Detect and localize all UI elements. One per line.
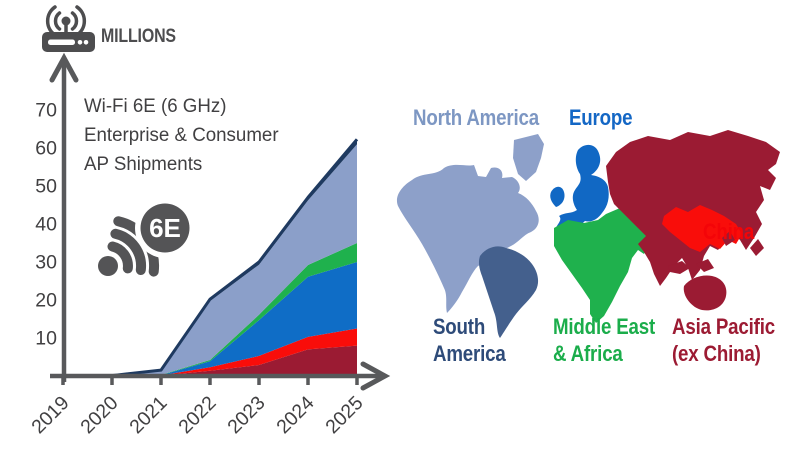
- wifi-6e-icon: 6E: [98, 198, 195, 277]
- map-region-uk-islands: [550, 186, 565, 207]
- chart-title: Wi-Fi 6E (6 GHz) Enterprise & Consumer A…: [84, 92, 279, 179]
- badge-circle: [140, 203, 190, 253]
- map-region-australia: [683, 275, 727, 311]
- stacked-areas: [62, 138, 359, 378]
- map-region-china: [662, 205, 742, 252]
- x-tick-label: 2022: [174, 392, 220, 438]
- map-region-middle-east-africa: [554, 208, 666, 323]
- y-tick-label: 60: [35, 138, 57, 160]
- label-europe: Europe: [569, 105, 633, 130]
- x-tick-label: 2024: [272, 392, 318, 438]
- x-axis-arrowhead: [360, 361, 391, 391]
- y-tick-label: 50: [35, 176, 57, 198]
- area-china: [63, 328, 357, 376]
- label-china: China: [703, 219, 755, 244]
- x-axis-ticks: [61, 376, 359, 385]
- area-north-america: [63, 144, 357, 376]
- world-region-map: [396, 130, 780, 338]
- axes: [49, 52, 391, 391]
- y-tick-label: 70: [35, 100, 57, 122]
- map-region-north-america: [396, 164, 539, 313]
- x-axis-labels: 2019 2020 2021 2022 2023 2024 2025: [27, 392, 367, 438]
- y-axis-labels: 10 20 30 40 50 60 70: [35, 100, 57, 350]
- map-region-south-america: [478, 246, 539, 338]
- y-axis-arrowhead: [49, 52, 79, 83]
- access-point-icon: [42, 5, 95, 52]
- millions-unit-label: MILLIONS: [101, 26, 176, 47]
- label-south-america: South America: [433, 314, 506, 366]
- map-region-asia-pacific-islands: [668, 231, 764, 311]
- area-europe: [63, 262, 357, 376]
- x-tick-label: 2025: [321, 392, 367, 438]
- chart-title-line-3: AP Shipments: [84, 153, 203, 175]
- label-north-america: North America: [413, 105, 539, 130]
- y-tick-label: 20: [35, 290, 57, 312]
- badge-6e-text: 6E: [149, 213, 181, 243]
- label-middle-east-africa: Middle East & Africa: [553, 314, 656, 366]
- x-tick-label: 2023: [223, 392, 269, 438]
- map-region-greenland: [513, 134, 544, 181]
- label-asia-pacific-ex-china: Asia Pacific (ex China): [672, 314, 775, 366]
- chart-title-line-2: Enterprise & Consumer: [84, 124, 279, 146]
- map-region-asia-pacific: [606, 130, 780, 286]
- chart-title-line-1: Wi-Fi 6E (6 GHz): [84, 95, 227, 117]
- area-asia-pacific-ex-china: [63, 345, 357, 376]
- y-tick-label: 40: [35, 214, 57, 236]
- x-tick-label: 2019: [27, 392, 73, 438]
- y-tick-label: 10: [35, 328, 57, 350]
- x-tick-label: 2020: [76, 392, 122, 438]
- x-tick-label: 2021: [125, 392, 171, 438]
- shipments-area-chart: 10 20 30 40 50 60 70 2019 2020 2021 2022 2023 2024 2…: [27, 5, 391, 438]
- map-region-europe: [554, 144, 609, 237]
- area-middle-east-africa: [63, 243, 357, 376]
- y-tick-label: 30: [35, 252, 57, 274]
